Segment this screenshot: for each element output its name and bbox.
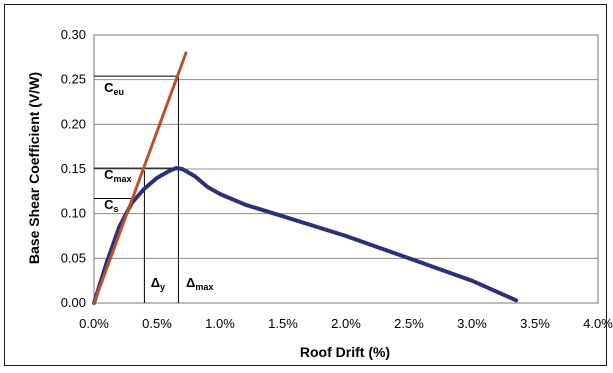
x-tick-labels: 0.0% 0.5% 1.0% 1.5% 2.0% 2.5% 3.0% 3.5% 4.0% [79, 316, 613, 331]
annotation-s: Cs [104, 197, 118, 214]
chart-frame [4, 4, 607, 366]
y-tick-label-2: 0.10 [61, 206, 86, 221]
plot-area [93, 34, 599, 304]
x-tick-label-6: 3.0% [457, 316, 487, 331]
x-tick-label-3: 1.5% [268, 316, 298, 331]
x-tick-label-4: 2.0% [331, 316, 361, 331]
y-axis-title: Base Shear Coefficient (V/W) [26, 72, 42, 264]
y-tick-label-5: 0.25 [61, 72, 86, 87]
x-tick-label-1: 0.5% [142, 316, 172, 331]
y-tick-labels: 0.00 0.05 0.10 0.15 0.20 0.25 0.30 [61, 27, 86, 310]
y-tick-label-4: 0.20 [61, 116, 86, 131]
annotation-max: Cmax [104, 167, 131, 184]
x-axis-title: Roof Drift (%) [300, 344, 390, 360]
elastic-line [92, 51, 188, 305]
y-tick-label-3: 0.15 [61, 161, 86, 176]
annotations: Ceu Cmax Cs Δy Δmax [104, 80, 213, 292]
series-layer [92, 51, 519, 305]
x-tick-label-7: 3.5% [520, 316, 550, 331]
y-tick-label-0: 0.00 [61, 295, 86, 310]
x-tick-label-2: 1.0% [205, 316, 235, 331]
annotation-y: Δy [151, 275, 165, 292]
x-tick-label-0: 0.0% [79, 316, 109, 331]
y-tick-label-6: 0.30 [61, 27, 86, 42]
reference-lines [94, 75, 179, 303]
x-tick-label-5: 2.5% [394, 316, 424, 331]
y-tick-label-1: 0.05 [61, 250, 86, 265]
grid-layer [94, 34, 598, 259]
annotation-eu: Ceu [104, 80, 124, 97]
x-tick-label-8: 4.0% [583, 316, 613, 331]
annotation-max: Δmax [186, 275, 213, 292]
